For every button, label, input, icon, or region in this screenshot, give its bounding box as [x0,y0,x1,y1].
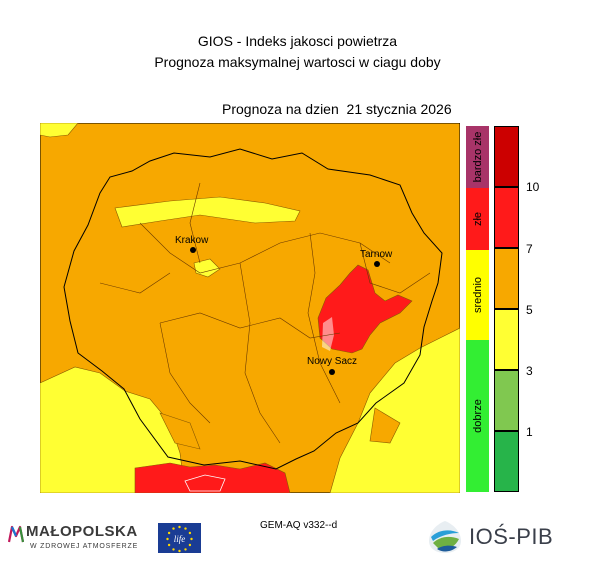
forecast-map: Krakow Tarnow Nowy Sacz [39,122,461,494]
forecast-date: Prognoza na dzien 21 stycznia 2026 [222,101,452,117]
model-version: GEM-AQ v332--d [260,520,338,531]
yellow-zone-krakow [193,258,221,278]
county-line-6 [159,322,211,424]
malopolska-tagline: W ZDROWEJ ATMOSFERZE [30,543,139,550]
scale-band-3 [494,248,519,309]
legend-cat-zle: złe [466,188,489,250]
map-canvas [39,122,461,494]
eu-life-logo: life [158,523,201,553]
scale-tick: 1 [526,425,533,439]
legend-cat-label: dobrze [471,399,484,433]
scale-band-6 [494,431,519,492]
county-line-1 [139,222,391,274]
red-zone-core [322,317,334,351]
ios-drop-icon [429,521,461,553]
malopolska-name: MAŁOPOLSKA [26,523,138,540]
category-legend: bardzo złe złe srednio dobrze [466,126,489,492]
yellow-zone-corner [39,122,79,138]
malopolska-icon [7,525,25,543]
red-zone-south-core [184,474,226,492]
scale-band-5 [494,370,519,431]
city-dot-nowy-sacz [329,369,335,375]
orange-island-se [369,407,401,444]
county-line-7 [189,182,201,264]
legend-cat-dobrze: dobrze [466,340,489,492]
city-label-tarnow: Tarnow [360,249,393,260]
scale-tick: 7 [526,242,533,256]
orange-island-sw [159,412,201,450]
city-dot-tarnow [374,261,380,267]
city-label-krakow: Krakow [175,235,209,246]
red-zone-south [134,462,291,494]
legend-cat-label: bardzo złe [471,131,484,183]
scale-tick: 3 [526,364,533,378]
voivodeship-border [63,148,443,470]
scale-band-2 [494,187,519,248]
legend-cat-label: złe [471,211,484,227]
scale-band-1 [494,126,519,187]
scale-tick: 5 [526,303,533,317]
legend-cat-srednio: srednio [466,250,489,340]
county-line-2 [159,312,341,339]
malopolska-logo: MAŁOPOLSKA W ZDROWEJ ATMOSFERZE [7,523,137,550]
chart-subtitle: Prognoza maksymalnej wartosci w ciagu do… [154,54,441,70]
ios-pib-logo: IOŚ-PIB [425,519,553,560]
legend-cat-bardzo-zle: bardzo złe [466,126,489,188]
scale-tick: 10 [526,180,540,194]
scale-band-4 [494,309,519,370]
county-line-8 [359,242,431,294]
city-dot-krakow [190,247,196,253]
county-line-5 [307,232,341,404]
county-line-3 [99,272,171,294]
institute-name: IOŚ-PIB [469,524,554,549]
life-text: life [174,534,186,544]
legend-cat-label: srednio [471,276,484,314]
chart-title: GIOS - Indeks jakosci powietrza [197,33,398,49]
eu-stars-icon: life [166,525,193,553]
county-line-4 [239,262,281,444]
city-label-nowy-sacz: Nowy Sacz [307,356,358,367]
value-scale-legend [494,126,519,492]
yellow-zone-north [114,196,301,228]
